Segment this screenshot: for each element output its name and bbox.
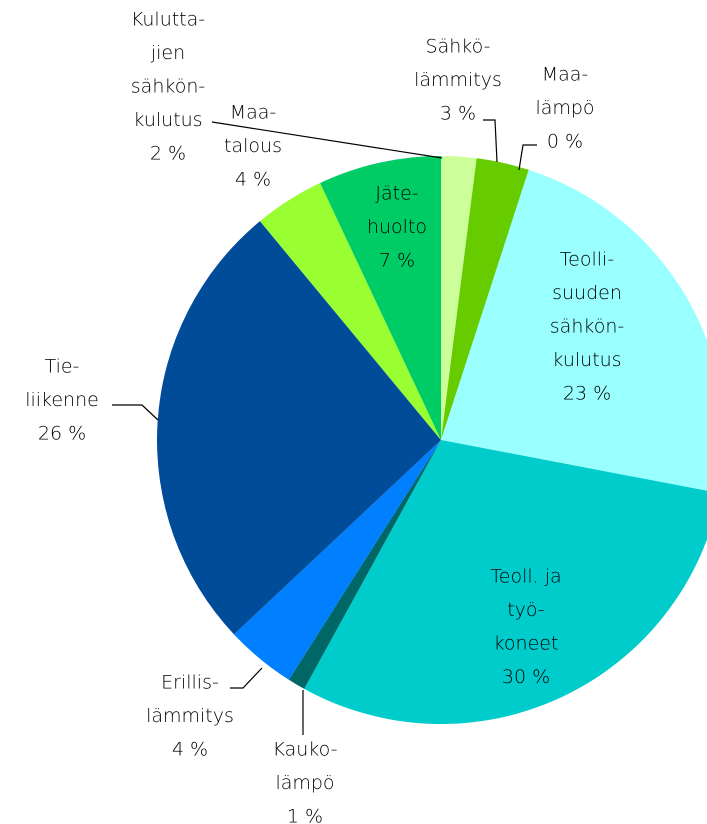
value-label: 0 % [547,131,583,153]
value-label: 3 % [440,103,476,125]
slice-label: Teoll. ja [490,566,561,588]
leader-line [230,667,263,689]
value-label: 7 % [379,250,415,272]
value-label: 2 % [150,143,186,165]
slice-label: Maa- [542,64,589,86]
slice-label: lämmitys [146,705,234,727]
slice-label: kulutus [552,349,621,371]
pie-slice [441,169,707,491]
value-label: 4 % [172,739,208,761]
value-label: 30 % [502,666,550,688]
slice-label: huolto [367,216,427,238]
value-label: 26 % [38,423,86,445]
value-label: 4 % [235,169,271,191]
pie-slice [288,440,441,689]
slice-label: talous [224,135,282,157]
pie-slice [320,156,441,440]
slice-label: Teolli- [560,249,614,271]
slice-label: Sähkö- [426,36,491,58]
value-label: 23 % [563,383,611,405]
slice-label: työ- [507,599,545,621]
slice-label: Jäte- [375,183,418,205]
slice-label: lämpö [535,97,594,119]
leader-line [483,119,498,163]
slice-label: jien [150,42,185,64]
slice-label: suuden [552,282,622,304]
slice-label: Kauko- [273,739,338,761]
leader-line [112,404,159,421]
slice-label: kulutus [133,109,202,131]
pie-slice [441,156,477,440]
slice-label: liikenne [25,389,99,411]
slice-label: koneet [494,633,559,655]
slice-label: sähkön- [131,76,205,98]
slice-label: sähkön- [550,316,624,338]
pie-slice [233,440,441,680]
pie-slice [304,440,707,724]
slice-label: Erillis- [161,672,219,694]
slice-label: Kulutta- [131,9,205,31]
leader-line [518,144,537,171]
slice-label: Tie- [45,356,80,378]
leader-line [211,121,443,159]
pie-slice [259,183,441,440]
pie-slice [156,221,441,635]
slice-label: Maa- [230,102,277,124]
value-label: 1 % [287,806,323,824]
slice-label: lämpö [275,772,334,794]
slice-label: lämmitys [414,69,502,91]
pie-slice [441,158,529,440]
